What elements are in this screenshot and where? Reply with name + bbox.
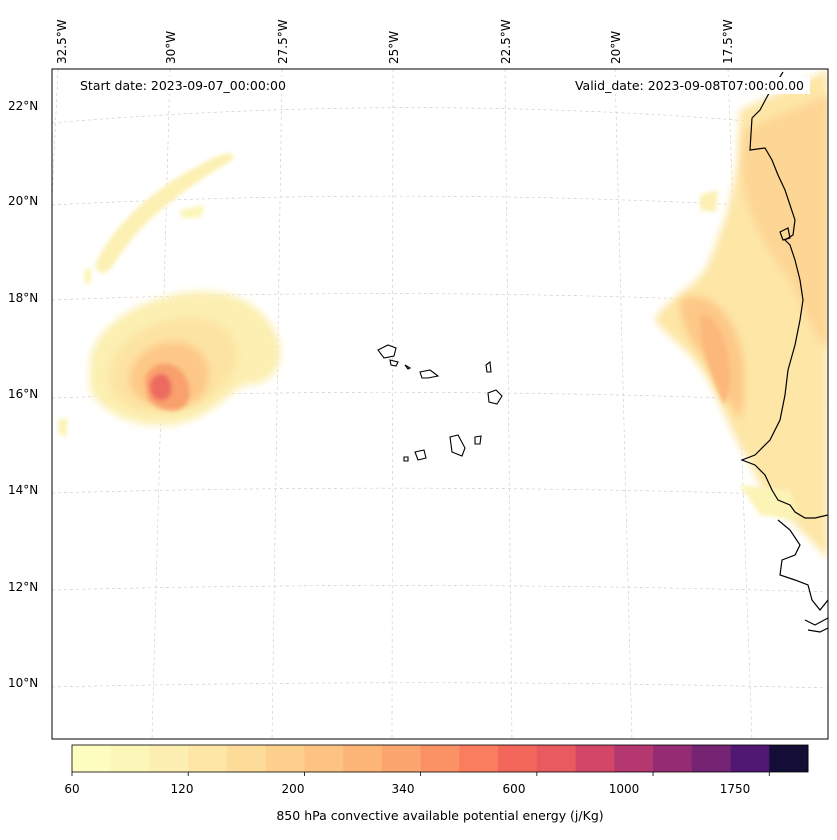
cape-field-storm	[58, 153, 281, 438]
map-frame	[51, 68, 829, 740]
island-brava	[403, 456, 409, 462]
colorbar-tick-label: 1750	[719, 782, 751, 796]
island-sao-vicente	[389, 359, 399, 367]
colorbar-ticks	[71, 772, 770, 776]
island-maio	[474, 435, 482, 445]
colorbar-bin	[691, 745, 732, 772]
island-sal	[485, 360, 492, 373]
lon-label-22-5w: 22.5°W	[499, 19, 513, 64]
lon-label-30w: 30°W	[164, 30, 178, 64]
lon-label-27-5w: 27.5°W	[276, 19, 290, 64]
valid-date-label: Valid_date: 2023-09-08T07:00:00.00	[568, 77, 810, 94]
lat-label-10n: 10°N	[8, 676, 39, 690]
colorbar-tick-label: 200	[281, 782, 305, 796]
colorbar-bin	[304, 745, 344, 772]
colorbar-bin	[769, 745, 809, 772]
island-fogo	[414, 449, 427, 461]
lon-label-17-5w: 17.5°W	[721, 19, 735, 64]
colorbar-bin	[420, 745, 460, 772]
colorbar-bin	[459, 745, 499, 772]
cape-field-africa	[655, 70, 828, 560]
colorbar-bin	[265, 745, 305, 772]
island-santo-antao	[377, 344, 397, 359]
colorbar-bin	[149, 745, 189, 772]
colorbar-bin	[614, 745, 654, 772]
colorbar-tick-label: 600	[502, 782, 526, 796]
colorbar	[72, 745, 809, 772]
lat-label-14n: 14°N	[8, 483, 39, 497]
island-santa-luzia	[404, 364, 412, 370]
start-date-label: Start date: 2023-09-07_00:00:00	[74, 77, 292, 94]
cape-verde-islands	[377, 344, 503, 462]
lon-label-20w: 20°W	[609, 30, 623, 64]
colorbar-tick-label: 1000	[608, 782, 640, 796]
colorbar-bin	[653, 745, 693, 772]
colorbar-label: 850 hPa convective available potential e…	[276, 808, 604, 823]
colorbar-bin	[730, 745, 770, 772]
lat-label-22n: 22°N	[8, 99, 39, 113]
map-area	[52, 69, 828, 739]
lat-label-12n: 12°N	[8, 580, 39, 594]
colorbar-bin	[343, 745, 383, 772]
colorbar-tick-label: 60	[64, 782, 80, 796]
colorbar-bin	[110, 745, 150, 772]
colorbar-tick-label: 340	[391, 782, 415, 796]
lon-label-32-5w: 32.5°W	[55, 19, 69, 64]
colorbar-bin	[498, 745, 538, 772]
island-santiago	[449, 434, 466, 457]
lat-label-20n: 20°N	[8, 194, 39, 208]
colorbar-bin	[226, 745, 267, 772]
colorbar-bin	[381, 745, 422, 772]
colorbar-bin	[188, 745, 228, 772]
lon-label-25w: 25°W	[387, 30, 401, 64]
island-sao-nicolau	[419, 369, 440, 379]
lat-label-16n: 16°N	[8, 387, 39, 401]
colorbar-frame	[71, 744, 809, 773]
lat-label-18n: 18°N	[8, 291, 39, 305]
colorbar-bin	[536, 745, 577, 772]
colorbar-bin	[72, 745, 112, 772]
colorbar-tick-label: 120	[170, 782, 194, 796]
island-boa-vista	[487, 389, 503, 405]
colorbar-bin	[575, 745, 615, 772]
